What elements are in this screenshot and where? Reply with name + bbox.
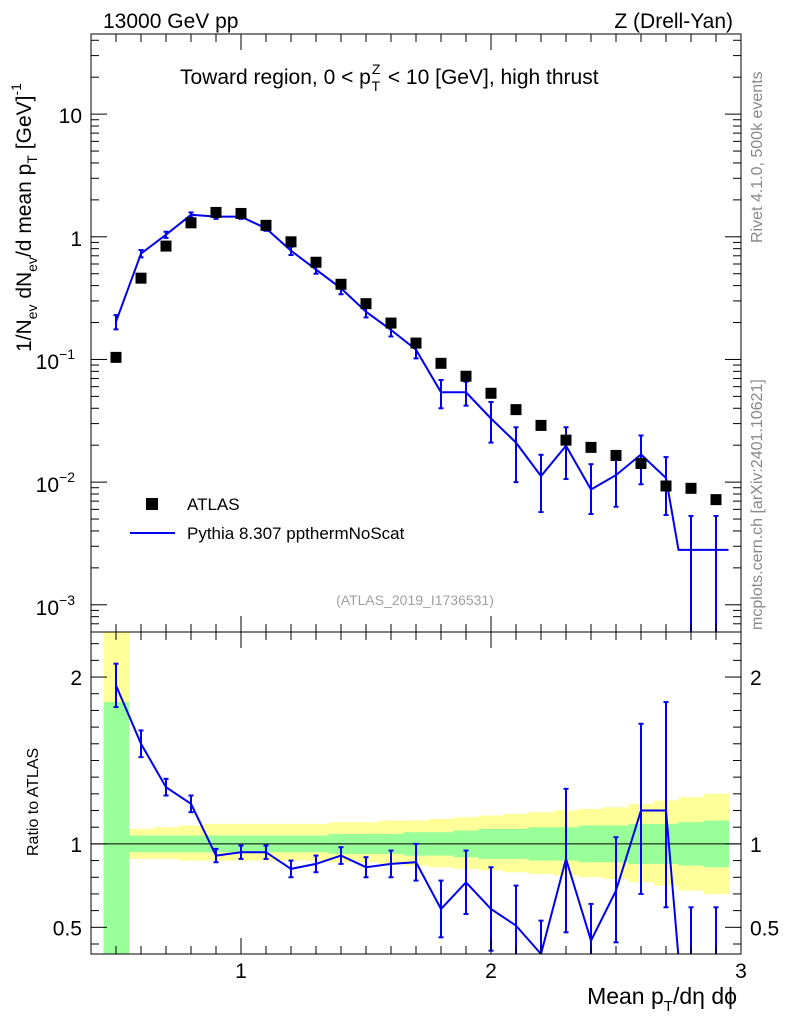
source-label: mcplots.cern.ch [arXiv:2401.10621]: [749, 379, 766, 630]
atlas-point: [135, 272, 147, 284]
main-title: Toward region, 0 < pZ T < 10 [GeV], high …: [180, 61, 599, 94]
atlas-point: [360, 298, 372, 310]
xtick-label: 1: [235, 960, 247, 983]
legend: ATLAS Pythia 8.307 ppthermNoScat: [130, 495, 405, 543]
ytick-ratio-label: 0.5: [53, 917, 82, 940]
ytick-label-0.01: 10−2: [36, 469, 76, 497]
atlas-point: [210, 206, 222, 218]
legend-atlas-marker: [146, 498, 158, 510]
atlas-point: [285, 236, 297, 248]
atlas-point: [460, 370, 472, 382]
legend-atlas-label: ATLAS: [187, 495, 240, 514]
main-panel: Toward region, 0 < pZ T < 10 [GeV], high …: [8, 33, 742, 633]
atlas-point: [185, 217, 197, 229]
atlas-point: [260, 219, 272, 231]
atlas-point: [535, 419, 547, 431]
atlas-point: [435, 357, 447, 369]
xtick-label: 3: [735, 960, 747, 983]
ytick-label-10: 10: [59, 105, 82, 128]
ytick-label-1: 1: [70, 228, 82, 251]
atlas-point: [585, 441, 597, 453]
ratio-ylabel: Ratio to ATLAS: [25, 748, 42, 856]
atlas-point: [685, 482, 697, 494]
ytick-ratio-label-right: 2: [750, 667, 762, 690]
atlas-point: [410, 337, 422, 349]
ytick-ratio-label: 1: [70, 834, 82, 857]
ytick-ratio-label-right: 0.5: [750, 917, 779, 940]
ratio-band-green: [103, 702, 129, 954]
ytick-ratio-label: 2: [70, 667, 82, 690]
atlas-point: [610, 449, 622, 461]
reference-label: (ATLAS_2019_I1736531): [336, 592, 494, 608]
legend-pythia-label: Pythia 8.307 ppthermNoScat: [187, 524, 405, 543]
xtick-label: 2: [485, 960, 497, 983]
ratio-xlabel: Mean pT/dη dϕ: [587, 983, 737, 1015]
header-left: 13000 GeV pp: [103, 10, 238, 33]
rivet-label: Rivet 4.1.0, 500k events: [749, 71, 766, 243]
ratio-panel: 0.5 0.5 1 1 2 2 1 2 3 Ratio to ATLAS Mean pT/dη …: [25, 631, 779, 1015]
atlas-point: [335, 278, 347, 290]
atlas-point: [510, 404, 522, 416]
ytick-ratio-label-right: 1: [750, 834, 762, 857]
atlas-point: [110, 351, 122, 363]
atlas-point: [485, 387, 497, 399]
ratio-line: [115, 685, 680, 954]
atlas-point: [660, 480, 672, 492]
ytick-label-0.001: 10−3: [36, 592, 76, 620]
header-right: Z (Drell-Yan): [614, 10, 733, 33]
atlas-point: [635, 457, 647, 469]
atlas-point: [710, 494, 722, 506]
ratio-frame: [90, 631, 742, 955]
atlas-point: [160, 240, 172, 252]
atlas-point: [560, 434, 572, 446]
atlas-point: [310, 256, 322, 268]
atlas-point: [235, 207, 247, 219]
atlas-point: [385, 317, 397, 329]
ytick-label-0.1: 10−1: [36, 346, 76, 374]
main-ylabel: 1/Nev dNev/d mean pT [GeV]-1: [8, 83, 40, 352]
